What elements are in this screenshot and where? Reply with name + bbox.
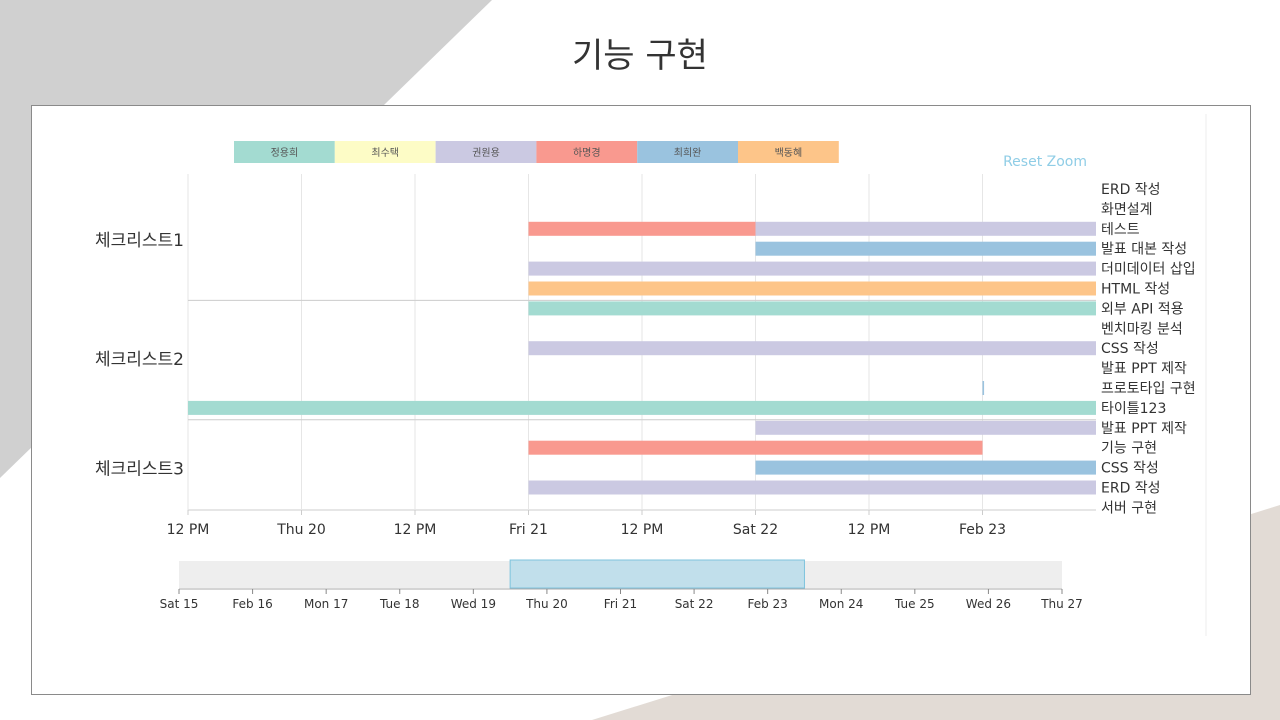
navigator-tick-label: Mon 24	[819, 597, 863, 611]
task-label: 서버 구현	[1101, 500, 1157, 516]
page-title: 기능 구현	[572, 36, 708, 76]
navigator-tick-label: Feb 16	[232, 597, 272, 611]
navigator-tick-label: Wed 19	[451, 597, 496, 611]
task-label: ERD 작성	[1101, 481, 1161, 497]
reset-zoom-button[interactable]: Reset Zoom	[1003, 154, 1087, 170]
legend-swatch-0	[234, 141, 335, 163]
navigator-tick-label: Thu 20	[525, 597, 568, 611]
gantt-bar	[755, 241, 1096, 256]
navigator-tick-label: Thu 27	[1040, 597, 1083, 611]
task-label: 타이틀123	[1101, 401, 1166, 417]
x-tick-label: 12 PM	[621, 522, 664, 538]
legend-label: 최수택	[371, 147, 399, 159]
gantt-bar	[528, 440, 983, 455]
gantt-bar	[528, 221, 756, 236]
legend-label: 백동혜	[775, 147, 803, 159]
navigator-tick-label: Sat 22	[675, 597, 714, 611]
gantt-bar	[528, 480, 1096, 495]
legend-label: 정용희	[271, 147, 299, 159]
group-labels: 체크리스트1 체크리스트2 체크리스트3	[95, 231, 184, 480]
gantt-bar	[755, 221, 1096, 236]
legend: 정용희 최수택 권원용 하명경 최희완 백동혜	[234, 141, 839, 163]
gantt-bar	[755, 420, 1096, 435]
x-tick-label: Feb 23	[959, 522, 1006, 538]
legend-swatch-3	[536, 141, 638, 163]
legend-label: 권원용	[472, 147, 500, 159]
task-label: 외부 API 적용	[1101, 301, 1184, 317]
task-label: 발표 대본 작성	[1101, 242, 1187, 258]
x-tick-label: Thu 20	[276, 522, 326, 538]
navigator-tick-label: Tue 25	[894, 597, 935, 611]
legend-swatch-5	[738, 141, 839, 163]
navigator-tick-label: Wed 26	[966, 597, 1011, 611]
task-label: HTML 작성	[1101, 282, 1170, 298]
navigator-tick-label: Tue 18	[379, 597, 420, 611]
grid	[187, 114, 1207, 636]
navigator-tick-label: Feb 23	[747, 597, 787, 611]
navigator-tick-label: Sat 15	[160, 597, 199, 611]
navigator-selection[interactable]	[509, 559, 805, 589]
navigator-tick-label: Mon 17	[304, 597, 348, 611]
gantt-bar	[528, 281, 1096, 296]
x-axis: 12 PM Thu 20 12 PM Fri 21 12 PM Sat 22 12 PM Fe…	[167, 510, 1006, 538]
group-label: 체크리스트3	[95, 460, 184, 480]
task-label: ERD 작성	[1101, 182, 1161, 198]
task-label: 테스트	[1101, 222, 1140, 238]
legend-swatch-1	[334, 141, 436, 163]
task-label: CSS 작성	[1101, 341, 1159, 357]
bars	[188, 221, 1096, 495]
task-label: 화면설계	[1101, 202, 1153, 218]
task-label: CSS 작성	[1101, 461, 1159, 477]
gantt-bar	[528, 261, 1096, 276]
legend-swatch-2	[435, 141, 537, 163]
legend-label: 최희완	[674, 147, 702, 159]
gantt-bar	[982, 381, 985, 395]
x-tick-label: 12 PM	[167, 522, 210, 538]
task-label: 프로토타입 구현	[1101, 381, 1196, 397]
task-label: 발표 PPT 제작	[1101, 421, 1187, 437]
gantt-bar	[528, 301, 1096, 316]
gantt-bar	[528, 341, 1096, 356]
chart-panel: 정용희 최수택 권원용 하명경 최희완 백동혜 Reset Zoom ERD 작성 화면설계…	[31, 105, 1251, 695]
group-label: 체크리스트2	[95, 350, 184, 370]
gantt-bar	[188, 400, 1096, 415]
x-tick-label: Sat 22	[733, 522, 778, 538]
legend-label: 하명경	[573, 146, 601, 159]
task-label: 더미데이터 삽입	[1101, 262, 1196, 278]
x-tick-label: 12 PM	[394, 522, 437, 538]
navigator-tick-label: Fri 21	[604, 597, 637, 611]
gantt-bar	[755, 460, 1096, 475]
task-label: 기능 구현	[1101, 441, 1157, 457]
legend-swatch-4	[637, 141, 738, 163]
gantt-chart: 정용희 최수택 권원용 하명경 최희완 백동혜 Reset Zoom ERD 작성화면설계…	[95, 114, 1207, 636]
x-tick-label: Fri 21	[509, 522, 548, 538]
navigator[interactable]: Sat 15 Feb 16 Mon 17 Tue 18 Wed 19 Thu 20 Fri …	[160, 559, 1083, 611]
task-label: 벤치마킹 분석	[1101, 321, 1183, 337]
x-tick-label: 12 PM	[848, 522, 891, 538]
group-label: 체크리스트1	[95, 231, 184, 251]
task-label: 발표 PPT 제작	[1101, 361, 1187, 377]
